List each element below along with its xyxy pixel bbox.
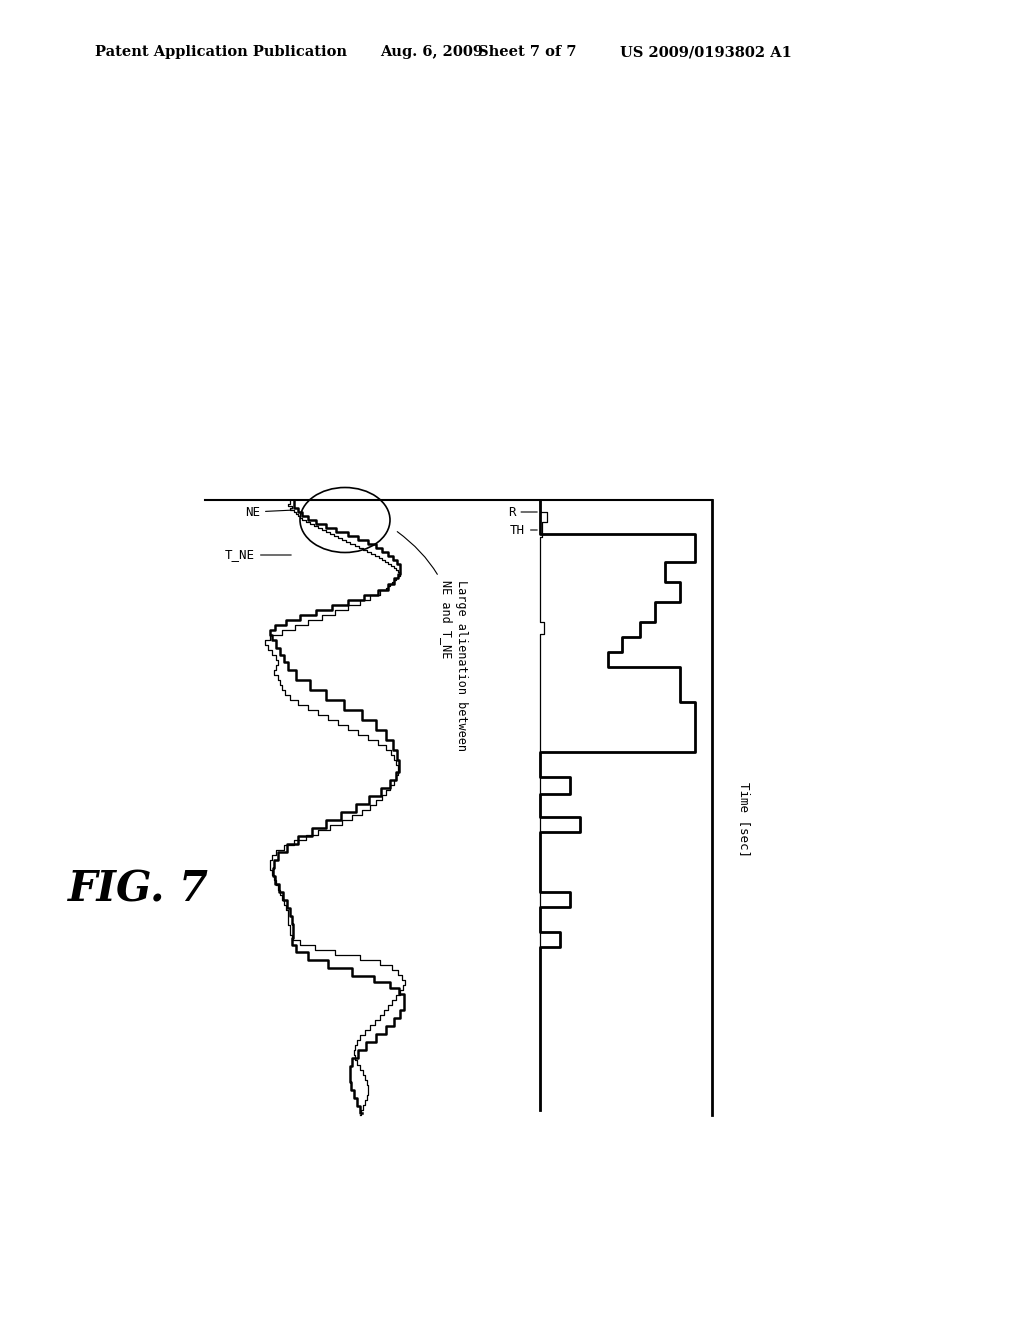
Text: Aug. 6, 2009: Aug. 6, 2009 <box>380 45 483 59</box>
Text: Large alienation between
NE and T_NE: Large alienation between NE and T_NE <box>397 532 468 751</box>
Text: Time [sec]: Time [sec] <box>738 783 751 858</box>
Text: FIG. 7: FIG. 7 <box>68 869 209 911</box>
Text: R: R <box>508 506 538 519</box>
Text: T_NE: T_NE <box>225 549 291 561</box>
Text: Patent Application Publication: Patent Application Publication <box>95 45 347 59</box>
Text: TH: TH <box>510 524 538 536</box>
Text: Sheet 7 of 7: Sheet 7 of 7 <box>478 45 577 59</box>
Text: US 2009/0193802 A1: US 2009/0193802 A1 <box>620 45 792 59</box>
Text: NE: NE <box>245 506 292 519</box>
